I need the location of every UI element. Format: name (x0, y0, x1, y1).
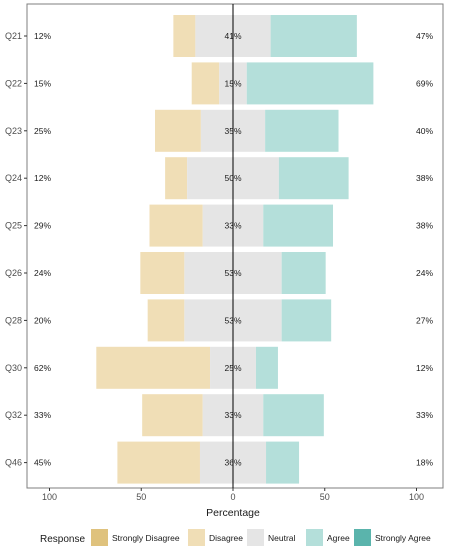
x-tick-label: 100 (409, 492, 424, 502)
bar-agree-q21 (270, 15, 357, 57)
right-percent-label: 47% (416, 31, 433, 41)
legend-swatch-agree (306, 529, 323, 546)
bar-disagree-q23 (155, 109, 201, 152)
left-percent-label: 25% (34, 126, 51, 136)
legend-label: Strongly Disagree (112, 533, 180, 543)
category-tick-label: Q30 (5, 363, 22, 373)
category-tick-label: Q46 (5, 458, 22, 468)
left-percent-label: 29% (34, 221, 51, 231)
bar-disagree-q25 (149, 204, 203, 247)
x-tick-label: 100 (42, 492, 57, 502)
right-percent-label: 40% (416, 126, 433, 136)
bar-agree-q32 (263, 394, 324, 437)
category-tick-label: Q32 (5, 410, 22, 420)
category-tick-label: Q21 (5, 31, 22, 41)
bar-agree-q30 (255, 346, 278, 389)
category-tick-label: Q24 (5, 173, 22, 183)
legend-label: Disagree (209, 533, 243, 543)
left-percent-label: 12% (34, 31, 51, 41)
bar-disagree-q26 (140, 252, 185, 294)
legend-swatch-disagree (188, 529, 205, 546)
category-tick-label: Q25 (5, 221, 22, 231)
bar-disagree-q22 (191, 62, 220, 105)
right-percent-label: 12% (416, 363, 433, 373)
left-percent-label: 33% (34, 410, 51, 420)
legend-label: Strongly Agree (375, 533, 431, 543)
legend-label: Neutral (268, 533, 296, 543)
bar-disagree-q21 (173, 15, 196, 57)
category-tick-label: Q28 (5, 315, 22, 325)
right-percent-label: 38% (416, 221, 433, 231)
right-percent-label: 18% (416, 458, 433, 468)
right-percent-label: 38% (416, 173, 433, 183)
bar-agree-q24 (278, 157, 349, 200)
bar-disagree-q46 (117, 441, 200, 484)
left-percent-label: 62% (34, 363, 51, 373)
right-percent-label: 24% (416, 268, 433, 278)
category-tick-label: Q26 (5, 268, 22, 278)
legend: Response Strongly Disagree Disagree Neutra… (40, 529, 431, 546)
bar-agree-q26 (281, 252, 326, 294)
bar-agree-q22 (246, 62, 374, 105)
bar-disagree-q32 (142, 394, 203, 437)
left-percent-label: 45% (34, 458, 51, 468)
x-tick-label: 0 (230, 492, 235, 502)
legend-swatch-neutral (247, 529, 264, 546)
bar-agree-q25 (263, 204, 334, 247)
bar-disagree-q30 (96, 346, 211, 389)
category-tick-label: Q23 (5, 126, 22, 136)
bar-disagree-q24 (165, 157, 188, 200)
legend-swatch-strongly-disagree (91, 529, 108, 546)
x-axis-title: Percentage (206, 507, 260, 519)
left-percent-label: 20% (34, 315, 51, 325)
bar-agree-q28 (281, 299, 332, 342)
legend-label: Agree (327, 533, 350, 543)
right-percent-label: 69% (416, 78, 433, 88)
bar-agree-q23 (265, 109, 339, 152)
right-percent-label: 27% (416, 315, 433, 325)
y-axis: Q21 Q22 Q23 Q24 Q25 Q26 Q28 Q30 Q32 Q46 (5, 31, 27, 468)
left-percent-label: 12% (34, 173, 51, 183)
bar-agree-q46 (266, 441, 300, 484)
x-tick-label: 50 (320, 492, 330, 502)
x-tick-label: 50 (136, 492, 146, 502)
right-percent-label: 33% (416, 410, 433, 420)
left-percent-label: 24% (34, 268, 51, 278)
left-percent-label: 15% (34, 78, 51, 88)
legend-swatch-strongly-agree (354, 529, 371, 546)
legend-title: Response (40, 534, 85, 545)
bar-disagree-q28 (147, 299, 185, 342)
x-axis: 100 50 0 50 100 (42, 488, 424, 502)
category-tick-label: Q22 (5, 78, 22, 88)
